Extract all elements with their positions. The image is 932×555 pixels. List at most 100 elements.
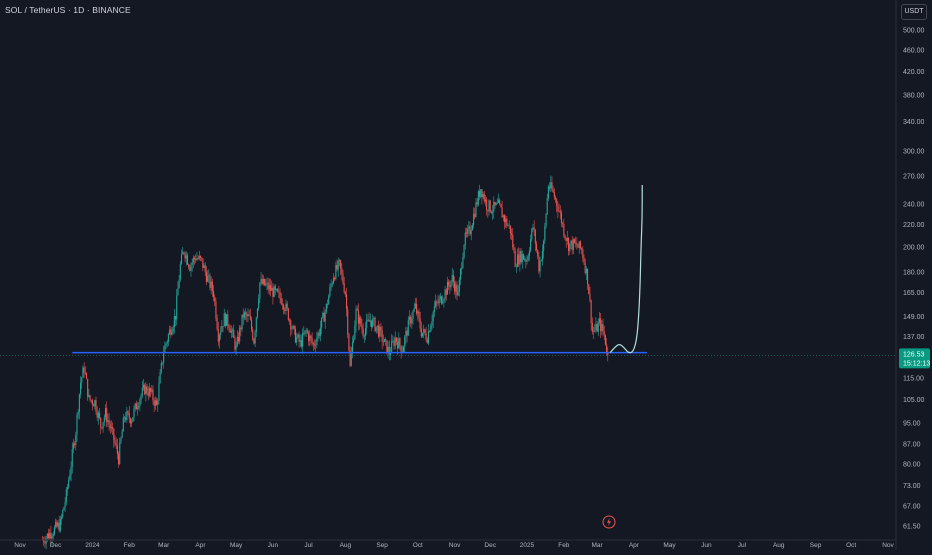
candle-body bbox=[77, 411, 79, 415]
candle-body bbox=[585, 268, 587, 274]
candle-body bbox=[93, 404, 95, 407]
candle-body bbox=[452, 275, 454, 283]
candle-body bbox=[381, 330, 383, 342]
candle-body bbox=[315, 345, 317, 346]
candle-body bbox=[287, 308, 289, 321]
candle-body bbox=[275, 289, 278, 290]
time-tick-label: Jul bbox=[304, 542, 313, 549]
candle-body bbox=[349, 350, 351, 366]
candle-body bbox=[147, 393, 149, 396]
time-tick-label: Jun bbox=[268, 542, 279, 549]
candle-body bbox=[292, 325, 294, 329]
candle-body bbox=[374, 317, 376, 332]
candle-body bbox=[125, 417, 127, 420]
candle-body bbox=[328, 296, 330, 305]
candle-body bbox=[229, 328, 231, 333]
candle-body bbox=[496, 202, 498, 204]
candle-body bbox=[465, 232, 468, 234]
candle-body bbox=[606, 344, 608, 353]
candle-body bbox=[294, 328, 297, 343]
candle-body bbox=[416, 303, 418, 314]
candle-body bbox=[90, 400, 92, 401]
candle-body bbox=[587, 268, 589, 285]
candle-body bbox=[543, 240, 545, 252]
time-tick-label: Sep bbox=[810, 542, 822, 549]
candle-body bbox=[272, 287, 274, 297]
lightning-icon[interactable] bbox=[602, 515, 616, 529]
candle-body bbox=[360, 317, 362, 326]
candle-body bbox=[366, 319, 368, 328]
candle-body bbox=[484, 199, 487, 202]
candle-body bbox=[128, 412, 130, 419]
candle-body bbox=[359, 317, 361, 324]
candle-body bbox=[518, 254, 520, 265]
candle-body bbox=[372, 319, 374, 327]
candle-body bbox=[112, 427, 114, 429]
candle-body bbox=[68, 479, 70, 488]
candle-body bbox=[120, 437, 122, 443]
candle-body bbox=[226, 314, 228, 326]
candle-body bbox=[132, 417, 134, 422]
price-tick-label: 500.00 bbox=[903, 28, 925, 35]
candle-body bbox=[423, 329, 425, 333]
candle-body bbox=[102, 422, 104, 429]
candle-body bbox=[153, 400, 155, 406]
candle-body bbox=[329, 286, 331, 297]
candle-body bbox=[334, 277, 336, 280]
candle-body bbox=[540, 260, 542, 261]
candle-body bbox=[253, 339, 255, 344]
candle-body bbox=[234, 337, 236, 350]
candle-body bbox=[435, 301, 437, 307]
candle-body bbox=[265, 283, 267, 286]
candle-body bbox=[63, 507, 65, 511]
candle-body bbox=[222, 326, 224, 327]
candle-body bbox=[291, 328, 293, 330]
candle-body bbox=[604, 334, 606, 345]
candle-body bbox=[64, 502, 66, 508]
currency-button[interactable]: USDT bbox=[901, 4, 927, 20]
price-tick-label: 61.50 bbox=[903, 524, 921, 531]
candle-body bbox=[180, 254, 183, 264]
candle-body bbox=[81, 377, 83, 383]
candle-body bbox=[304, 330, 306, 334]
symbol-title[interactable]: SOL / TetherUS · 1D · BINANCE bbox=[5, 5, 131, 15]
candle-body bbox=[127, 411, 129, 413]
candle-body bbox=[313, 344, 316, 346]
candle-body bbox=[205, 271, 207, 282]
candle-body bbox=[69, 474, 71, 480]
candle-body bbox=[118, 454, 120, 465]
candle-body bbox=[392, 340, 394, 342]
candle-body bbox=[113, 428, 115, 441]
candle-body bbox=[596, 324, 598, 332]
candle-body bbox=[139, 399, 141, 406]
candle-body bbox=[309, 335, 311, 341]
candle-body bbox=[389, 352, 392, 355]
candle-body bbox=[407, 319, 409, 336]
candle-body bbox=[353, 339, 355, 343]
candle-body bbox=[559, 211, 561, 213]
candle-body bbox=[590, 299, 592, 324]
candle-body bbox=[237, 336, 240, 342]
candle-body bbox=[581, 248, 583, 250]
candle-body bbox=[335, 264, 337, 280]
time-tick-label: Mar bbox=[158, 542, 170, 549]
candle-body bbox=[72, 443, 74, 450]
candle-body bbox=[578, 241, 580, 248]
candle-body bbox=[91, 400, 93, 405]
candle-body bbox=[319, 327, 321, 336]
candle-body bbox=[486, 199, 488, 211]
candle-body bbox=[343, 283, 345, 293]
candle-body bbox=[258, 298, 260, 309]
candle-body bbox=[326, 304, 329, 305]
candle-body bbox=[43, 540, 45, 543]
candle-body bbox=[601, 324, 603, 332]
candle-body bbox=[122, 417, 124, 432]
candle-body bbox=[300, 340, 302, 347]
candle-body bbox=[426, 339, 428, 344]
candle-body bbox=[274, 286, 276, 290]
candle-body bbox=[126, 411, 128, 420]
candle-body bbox=[228, 325, 230, 329]
candle-body bbox=[137, 407, 139, 410]
